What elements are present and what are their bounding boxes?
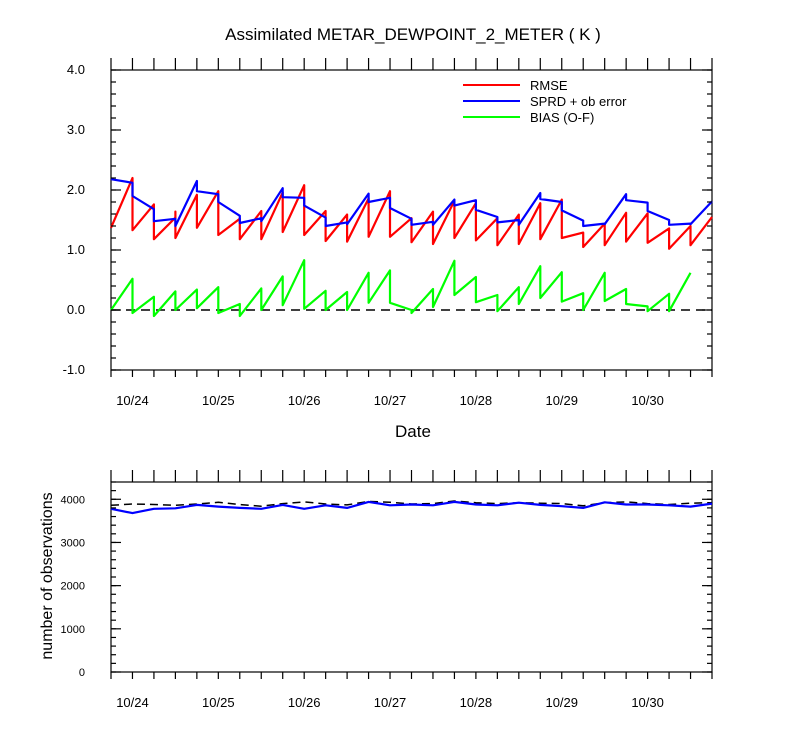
x-tick-label: 10/28: [460, 393, 493, 408]
x-tick-label: 10/26: [288, 695, 321, 710]
top-plot: -1.0 0.0 1.0 2.0 3.0 4.0 10/24 10/25 10/26 10/27…: [63, 58, 713, 408]
x-tick-label: 10/28: [460, 695, 493, 710]
series-line-sprd-ob-error: [110, 178, 713, 228]
x-tick-label: 10/25: [202, 695, 235, 710]
series-line-bias-o-f: [110, 259, 692, 318]
legend-label: SPRD + ob error: [530, 94, 627, 109]
bottom-x-axis: 10/24 10/25 10/26 10/27 10/28 10/29 10/30: [110, 470, 713, 710]
x-tick-label: 10/29: [545, 393, 578, 408]
x-tick-label: 10/27: [374, 695, 407, 710]
bottom-y-axis-label: number of observations: [39, 492, 56, 659]
x-tick-label: 10/30: [631, 393, 664, 408]
y-tick-label: 1.0: [67, 242, 85, 257]
y-tick-label: 3.0: [67, 122, 85, 137]
y-tick-label: 0: [79, 667, 85, 679]
y-tick-label: 1000: [61, 624, 85, 636]
legend-label: RMSE: [530, 78, 568, 93]
x-tick-label: 10/25: [202, 393, 235, 408]
top-x-axis: 10/24 10/25 10/26 10/27 10/28 10/29 10/30: [110, 58, 713, 408]
y-tick-label: 3000: [61, 537, 85, 549]
x-tick-label: 10/24: [116, 695, 149, 710]
bottom-series-lines: [110, 500, 713, 515]
y-tick-label: 0.0: [67, 302, 85, 317]
y-tick-label: 2.0: [67, 182, 85, 197]
x-tick-label: 10/24: [116, 393, 149, 408]
top-y-axis: -1.0 0.0 1.0 2.0 3.0 4.0: [63, 62, 712, 377]
y-tick-label: -1.0: [63, 362, 85, 377]
chart-title: Assimilated METAR_DEWPOINT_2_METER ( K ): [225, 25, 601, 44]
y-tick-label: 2000: [61, 581, 85, 593]
x-tick-label: 10/30: [631, 695, 664, 710]
y-tick-label: 4000: [61, 494, 85, 506]
bottom-y-axis: 0 1000 2000 3000 4000: [61, 481, 712, 679]
series-line-rmse: [109, 176, 713, 250]
x-tick-label: 10/29: [545, 695, 578, 710]
top-series-lines: [109, 176, 713, 318]
series-line-solid: [110, 500, 713, 515]
legend-label: BIAS (O-F): [530, 110, 594, 125]
top-x-axis-label: Date: [395, 422, 431, 441]
x-tick-label: 10/27: [374, 393, 407, 408]
x-tick-label: 10/26: [288, 393, 321, 408]
y-tick-label: 4.0: [67, 62, 85, 77]
bottom-plot-frame: [110, 481, 713, 673]
